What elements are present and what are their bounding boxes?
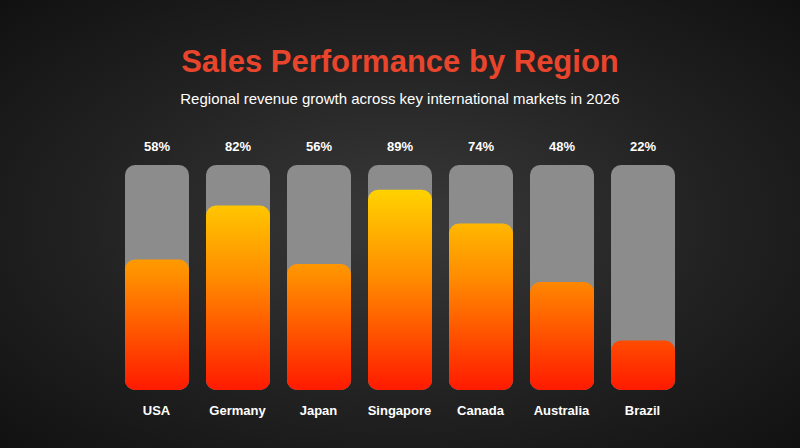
svg-text:Germany: Germany xyxy=(209,403,266,418)
svg-text:Singapore: Singapore xyxy=(368,403,432,418)
svg-text:89%: 89% xyxy=(387,139,413,154)
svg-text:Canada: Canada xyxy=(457,403,505,418)
svg-text:48%: 48% xyxy=(549,139,575,154)
svg-text:Japan: Japan xyxy=(300,403,338,418)
svg-text:82%: 82% xyxy=(225,139,251,154)
svg-text:74%: 74% xyxy=(468,139,494,154)
html-text:Regional revenue growth across: Regional revenue growth across key inter… xyxy=(180,90,620,107)
svg-text:Brazil: Brazil xyxy=(625,403,660,418)
svg-text:USA: USA xyxy=(143,403,171,418)
svg-text:22%: 22% xyxy=(630,139,656,154)
svg-text:58%: 58% xyxy=(144,139,170,154)
svg-text:56%: 56% xyxy=(306,139,332,154)
html-text:Sales Performance by Region: Sales Performance by Region xyxy=(181,44,619,79)
svg-text:Australia: Australia xyxy=(534,403,590,418)
